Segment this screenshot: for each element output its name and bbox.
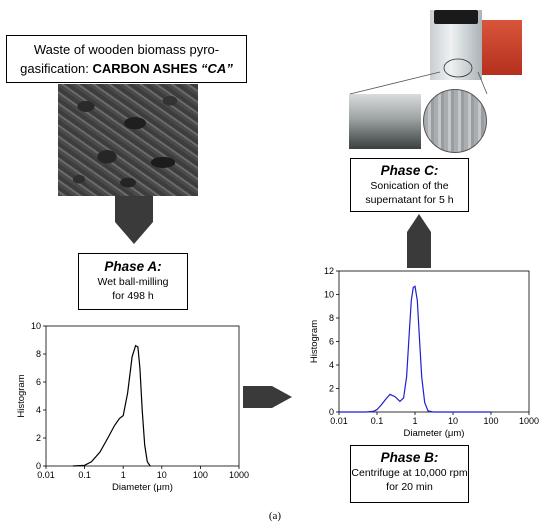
chart-a-ytick-label: 8	[36, 349, 41, 359]
chart-a-ytick-label: 4	[36, 405, 41, 415]
chart-a-ytick-label: 10	[31, 321, 41, 331]
chart-b-ytick-label: 4	[329, 360, 334, 370]
carbon-ashes-photo	[58, 84, 198, 196]
figure-caption: (a)	[268, 510, 282, 522]
phase-a-title: Phase A:	[104, 259, 162, 274]
zoom-line-left	[349, 71, 441, 95]
chart-b-ytick-label: 8	[329, 313, 334, 323]
carbon-ashes-label: CARBON ASHES	[92, 61, 198, 76]
chart-b-series-line-0	[339, 285, 491, 413]
chart-b-ytick-label: 12	[324, 266, 334, 276]
magnified-inset-photo	[423, 89, 487, 153]
phase-b-title: Phase B:	[380, 450, 439, 465]
chart-b-xtick-label: 0.1	[371, 416, 384, 426]
chart-a-xtick-label: 1000	[229, 470, 249, 480]
chart-phase-a: 0.01 0.1 1 10 100 1000 0 2 4 6 8 10 Diameter (μm) His…	[16, 321, 249, 493]
jar-cap	[434, 10, 478, 24]
chart-a-series-line-0	[72, 344, 151, 467]
chart-a-xtick-label: 0.01	[37, 470, 55, 480]
phase-c-title: Phase C:	[380, 163, 439, 178]
chart-a-xtick-label: 10	[157, 470, 167, 480]
arrow-right-to-phase-b	[243, 386, 292, 408]
source-line-2: gasification: CARBON ASHES “CA”	[20, 61, 233, 76]
phase-a-box: Phase A: Wet ball-milling for 498 h	[78, 253, 188, 310]
phase-b-line-1: Centrifuge at 10,000 rpm	[351, 467, 468, 479]
chart-b-xtick-label: 0.01	[330, 416, 348, 426]
chart-a-xtick-label: 0.1	[78, 470, 91, 480]
source-material-box: Waste of wooden biomass pyro- gasificati…	[6, 35, 247, 83]
phase-c-box: Phase C: Sonication of the supernatant f…	[350, 158, 469, 212]
chart-b-plot-frame	[338, 270, 530, 413]
background-red-object	[482, 20, 522, 75]
arrow-up-to-phase-c	[407, 214, 431, 268]
arrow-down-to-phase-a	[115, 196, 153, 244]
zoom-circle	[443, 58, 473, 78]
chart-a-x-axis-label: Diameter (μm)	[112, 482, 173, 493]
chart-a-y-axis-label: Histogram	[16, 374, 27, 417]
chart-a-xtick-label: 100	[193, 470, 208, 480]
source-line-1: Waste of wooden biomass pyro-	[33, 42, 220, 57]
phase-c-line-1: Sonication of the	[370, 180, 449, 192]
chart-b-y-axis-label: Histogram	[309, 320, 320, 363]
chart-b-xtick-label: 1	[412, 416, 417, 426]
chart-a-xtick-label: 1	[121, 470, 126, 480]
zoom-line-right	[477, 71, 488, 95]
chart-b-xtick-label: 10	[448, 416, 458, 426]
chart-b-ytick-label: 6	[329, 337, 334, 347]
phase-b-box: Phase B: Centrifuge at 10,000 rpm for 20…	[350, 445, 469, 503]
chart-b-x-axis-label: Diameter (μm)	[404, 428, 465, 439]
chart-b-xtick-label: 100	[483, 416, 498, 426]
beaker-photo	[349, 94, 421, 149]
chart-a-ytick-label: 6	[36, 377, 41, 387]
phase-a-line-2: for 498 h	[112, 290, 154, 302]
chart-phase-b: 0.01 0.1 1 10 100 1000 0 2 4 6 8 10 12 Diameter (μm) H…	[309, 266, 539, 439]
phase-a-line-1: Wet ball-milling	[97, 276, 169, 288]
chart-a-plot-frame	[45, 325, 240, 467]
phase-b-line-2: for 20 min	[386, 481, 433, 493]
ca-abbrev: “CA”	[201, 61, 233, 76]
chart-a-ytick-label: 2	[36, 433, 41, 443]
chart-b-ytick-label: 0	[329, 407, 334, 417]
chart-a-ytick-label: 0	[36, 461, 41, 471]
chart-b-xtick-label: 1000	[519, 416, 539, 426]
phase-c-line-2: supernatant for 5 h	[365, 194, 454, 206]
chart-b-ytick-label: 2	[329, 384, 334, 394]
chart-b-ytick-label: 10	[324, 290, 334, 300]
